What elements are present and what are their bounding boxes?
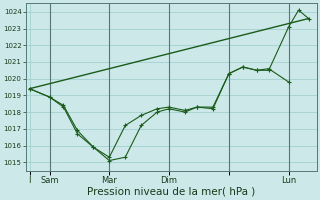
X-axis label: Pression niveau de la mer( hPa ): Pression niveau de la mer( hPa ) — [87, 187, 255, 197]
